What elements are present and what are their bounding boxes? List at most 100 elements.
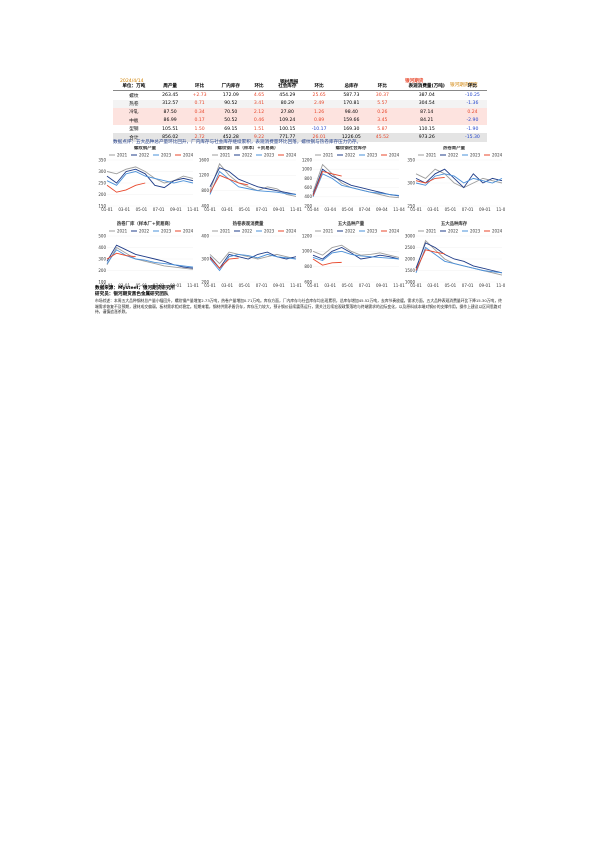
- series-line: [312, 250, 400, 262]
- x-tick-label: 05-01: [445, 283, 457, 288]
- table-cell: 84.21: [420, 118, 434, 124]
- table-cell: 0.34: [194, 109, 205, 115]
- x-tick-label: 03-01: [427, 283, 439, 288]
- table-cell: 0.71: [194, 101, 205, 107]
- x-tick-label: 09-01: [170, 207, 182, 212]
- x-tick-label: 01-04: [307, 207, 319, 212]
- x-tick-label: 07-01: [359, 283, 371, 288]
- column-header: 社会库存: [270, 82, 305, 92]
- legend-label: 2021: [323, 229, 334, 234]
- commentary: 市场综述：本周五大品种钢材总产量小幅回升，螺纹钢产量增加2.73万吨，热卷产量增…: [95, 298, 502, 315]
- y-tick-label: 1500: [405, 268, 416, 273]
- x-tick-label: 05-01: [342, 283, 354, 288]
- legend-label: 2024: [492, 153, 503, 158]
- column-header: 环比: [369, 82, 396, 92]
- table-cell: 973.26: [418, 135, 435, 141]
- legend-label: 2023: [470, 229, 481, 234]
- y-tick-label: 800: [201, 188, 209, 193]
- y-tick-label: 150: [98, 203, 106, 208]
- table-row: 型钢 105.51 1.50 69.15 1.51 100.15 -10.17 169.30 5…: [113, 124, 487, 134]
- x-tick-label: 09-01: [479, 207, 491, 212]
- legend-label: 2021: [117, 153, 128, 158]
- legend-label: 2021: [220, 229, 231, 234]
- x-tick-label: 03-01: [324, 283, 336, 288]
- x-tick-label: 09-01: [170, 283, 182, 288]
- chart-title: 五大品种产量: [338, 220, 365, 227]
- column-header: 总库存: [333, 82, 370, 92]
- y-tick-label: 400: [98, 245, 106, 250]
- legend-label: 2022: [345, 229, 356, 234]
- y-tick-label: 1000: [302, 249, 313, 254]
- series-line: [312, 170, 342, 197]
- x-tick-label: 03-01: [221, 283, 233, 288]
- y-tick-label: 100: [98, 279, 106, 284]
- legend-label: 2024: [389, 153, 400, 158]
- table-cell: 109.24: [279, 118, 296, 124]
- legend-label: 2024: [492, 229, 503, 234]
- table-cell: 172.09: [222, 93, 239, 99]
- y-tick-label: 300: [407, 180, 415, 185]
- header-row: 单位：万吨 周产量 环比 厂内库存 环比 社会库存 环比 总库存 环比 表观消费量(万吨) 环比: [113, 82, 487, 92]
- series-line: [106, 249, 194, 268]
- x-tick-label: 09-01: [273, 283, 285, 288]
- report-date: 2024/4/14: [120, 79, 144, 84]
- series-line: [106, 182, 146, 193]
- table-cell: 5.87: [377, 126, 388, 132]
- x-tick-label: 07-01: [256, 283, 268, 288]
- series-line: [106, 166, 194, 184]
- y-tick-label: 1000: [405, 279, 416, 284]
- y-tick-label: 350: [407, 157, 415, 162]
- table-cell: 105.51: [162, 126, 179, 132]
- table-row: 中板 86.99 0.17 50.52 0.46 109.24 0.89 159.66 3.45…: [113, 116, 487, 125]
- x-tick-label: 03-01: [427, 207, 439, 212]
- table-cell: 合计: [129, 135, 139, 141]
- x-tick-label: 07-04: [359, 207, 371, 212]
- chart: 螺纹钢产量 2021 2022 2023 2024 150 200 250 300 350 01-0…: [98, 146, 199, 212]
- legend-label: 2023: [264, 153, 275, 158]
- series-line: [106, 244, 194, 269]
- chart-title: 热卷周产量: [443, 146, 466, 151]
- table-cell: 25.65: [312, 93, 326, 99]
- x-tick-label: 07-01: [462, 207, 474, 212]
- y-tick-label: 3000: [405, 233, 416, 238]
- x-tick-label: 01-01: [101, 283, 113, 288]
- chart: 螺纹钢厂库（样本厂+贸易商） 2021 2022 2023 2024 400 800 1200…: [199, 146, 302, 212]
- legend-label: 2022: [242, 153, 253, 158]
- table-cell: 452.28: [222, 135, 239, 141]
- legend-label: 2021: [117, 229, 128, 234]
- table-cell: -10.17: [311, 126, 327, 132]
- column-header: 环比: [248, 82, 271, 92]
- x-tick-label: 01-01: [307, 283, 319, 288]
- series-line: [209, 251, 297, 265]
- table-cell: 1.26: [313, 109, 325, 115]
- x-tick-label: 01-01: [101, 207, 113, 212]
- table-cell: 2.12: [253, 109, 265, 115]
- series-line: [209, 167, 297, 195]
- x-tick-label: 07-01: [153, 283, 165, 288]
- y-tick-label: 1200: [302, 157, 313, 162]
- table-cell: 中板: [129, 118, 139, 124]
- table-cell: 170.81: [343, 101, 360, 107]
- y-tick-label: 300: [98, 169, 106, 174]
- y-tick-label: 300: [98, 256, 106, 261]
- y-tick-label: 400: [201, 233, 209, 238]
- legend-label: 2023: [367, 153, 378, 158]
- series-line: [312, 247, 400, 260]
- table-cell: -10.25: [465, 93, 480, 99]
- legend-label: 2023: [470, 153, 481, 158]
- series-line: [312, 168, 400, 197]
- y-tick-label: 1600: [199, 157, 210, 162]
- x-tick-label: 01-01: [204, 283, 216, 288]
- x-tick-label: 05-01: [445, 207, 457, 212]
- table-cell: 冷轧: [129, 110, 139, 116]
- table-cell: 1226.05: [341, 135, 361, 141]
- table-cell: 98.40: [344, 109, 358, 115]
- table-cell: 312.57: [162, 101, 179, 107]
- table-cell: 50.52: [224, 118, 238, 124]
- table-cell: 0.46: [253, 118, 265, 124]
- series-line: [106, 168, 194, 189]
- x-tick-label: 11-01: [496, 207, 505, 212]
- y-tick-label: 2000: [405, 256, 416, 261]
- table-cell: 热卷: [129, 101, 139, 107]
- table-cell: 263.45: [162, 93, 179, 99]
